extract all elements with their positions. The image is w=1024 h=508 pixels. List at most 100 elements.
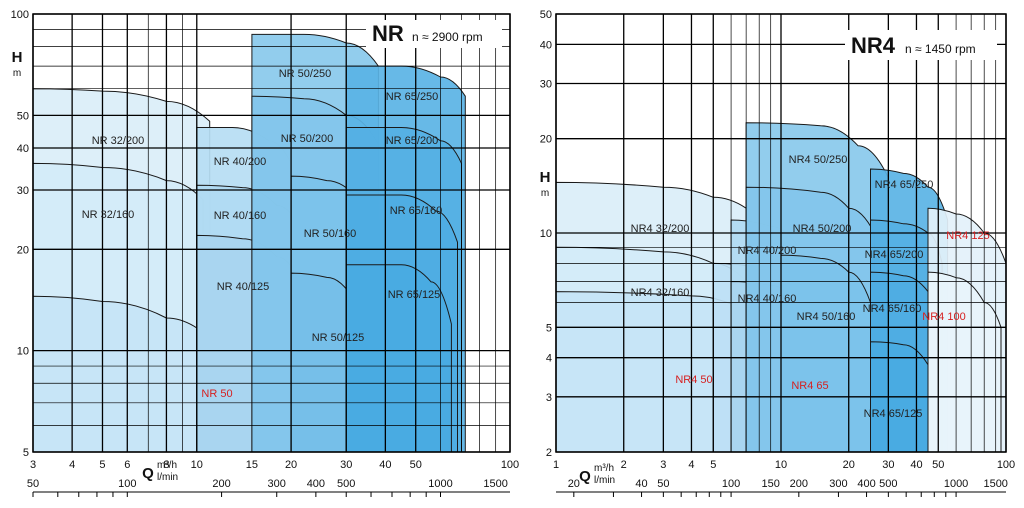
y-tick-label: 4	[546, 353, 552, 365]
y-tick-label: 5	[23, 447, 29, 459]
title-box	[845, 30, 997, 60]
chart-title: NR	[372, 21, 404, 46]
y-tick-label: 3	[546, 392, 552, 404]
y-tick-label: 50	[17, 110, 29, 122]
series-label: NR4 65/250	[875, 179, 934, 191]
x-axis-unit-m3h: m³/h	[157, 460, 177, 471]
x-tick-label-lmin: 100	[118, 478, 136, 490]
series-label: NR 32/200	[92, 135, 145, 147]
x-axis-label: Q	[142, 465, 154, 482]
x-tick-label-lmin: 50	[27, 478, 39, 490]
x-tick-label-m3h: 30	[882, 459, 894, 471]
x-tick-label-m3h: 10	[775, 459, 787, 471]
y-tick-label: 2	[546, 447, 552, 459]
x-tick-label-m3h: 50	[932, 459, 944, 471]
series-label: NR4 40/160	[738, 293, 797, 305]
series-label: NR4 65/200	[865, 249, 924, 261]
y-tick-label: 30	[540, 79, 552, 91]
y-axis-label: H	[540, 169, 551, 186]
x-tick-label-lmin: 200	[212, 478, 230, 490]
x-tick-label-m3h: 20	[843, 459, 855, 471]
series-label: NR 50/250	[279, 68, 332, 80]
x-tick-label-m3h: 1	[553, 459, 559, 471]
x-tick-label-lmin: 1500	[983, 478, 1007, 490]
y-tick-label: 5	[546, 322, 552, 334]
x-tick-label-m3h: 20	[285, 459, 297, 471]
x-tick-label-lmin: 40	[635, 478, 647, 490]
y-tick-label: 50	[540, 9, 552, 21]
series-label: NR 50/125	[312, 332, 365, 344]
series-label: NR 50	[201, 388, 232, 400]
series-label: NR4 100	[922, 311, 965, 323]
y-tick-label: 40	[540, 39, 552, 51]
series-label: NR4 40/200	[738, 245, 797, 257]
x-tick-label-m3h: 100	[997, 459, 1015, 471]
series-label: NR4 50/200	[793, 223, 852, 235]
series-label: NR 40/200	[214, 156, 267, 168]
x-tick-label-lmin: 100	[722, 478, 740, 490]
chart-subtitle: n ≈ 2900 rpm	[412, 30, 483, 44]
x-tick-label-m3h: 10	[191, 459, 203, 471]
x-tick-label-m3h: 100	[501, 459, 519, 471]
x-tick-label-lmin: 400	[307, 478, 325, 490]
series-area-nr4-50-160	[780, 254, 871, 452]
series-label: NR4 65/160	[863, 303, 922, 315]
series-label: NR 50/160	[304, 228, 357, 240]
x-tick-label-m3h: 3	[660, 459, 666, 471]
y-axis-label: H	[12, 49, 23, 66]
x-tick-label-lmin: 150	[762, 478, 780, 490]
x-tick-label-m3h: 5	[99, 459, 105, 471]
x-axis-unit-lmin: l/min	[594, 475, 615, 486]
x-tick-label-m3h: 4	[69, 459, 75, 471]
series-label: NR4 50/250	[789, 154, 848, 166]
x-tick-label-m3h: 2	[621, 459, 627, 471]
x-tick-label-lmin: 500	[879, 478, 897, 490]
series-label: NR4 65/125	[864, 408, 923, 420]
series-label: NR 65/125	[388, 289, 441, 301]
x-tick-label-lmin: 1000	[944, 478, 968, 490]
x-tick-label-m3h: 5	[710, 459, 716, 471]
x-tick-label-lmin: 500	[337, 478, 355, 490]
x-tick-label-m3h: 4	[688, 459, 694, 471]
x-tick-label-lmin: 1000	[428, 478, 452, 490]
x-tick-label-lmin: 50	[657, 478, 669, 490]
series-label: NR 65/250	[386, 91, 439, 103]
x-tick-label-m3h: 8	[163, 459, 169, 471]
plot-frame	[555, 13, 1007, 453]
series-label: NR4 50	[675, 374, 712, 386]
series-label: NR 65/200	[386, 135, 439, 147]
x-axis-unit-m3h: m³/h	[594, 463, 614, 474]
x-tick-label-lmin: 400	[857, 478, 875, 490]
chart-title: NR4	[851, 33, 896, 58]
series-label: NR 40/125	[217, 281, 270, 293]
series-area-nr-65-125	[345, 264, 452, 452]
y-axis-unit: m	[541, 188, 549, 199]
plot-frame	[32, 13, 511, 453]
series-label: NR 32/160	[82, 209, 135, 221]
y-tick-label: 10	[540, 228, 552, 240]
y-tick-label: 10	[17, 346, 29, 358]
x-tick-label-m3h: 40	[379, 459, 391, 471]
x-tick-label-m3h: 15	[246, 459, 258, 471]
y-tick-label: 30	[17, 185, 29, 197]
x-tick-label-lmin: 1500	[483, 478, 507, 490]
series-label: NR4 32/160	[631, 287, 690, 299]
y-axis-unit: m	[13, 68, 21, 79]
series-label: NR4 65	[791, 380, 828, 392]
series-label: NR4 32/200	[631, 223, 690, 235]
y-tick-label: 20	[540, 134, 552, 146]
y-tick-label: 20	[17, 244, 29, 256]
grid	[555, 13, 1007, 453]
y-tick-label: 100	[11, 9, 29, 21]
x-tick-label-lmin: 300	[829, 478, 847, 490]
x-tick-label-m3h: 3	[30, 459, 36, 471]
chart-subtitle: n ≈ 1450 rpm	[905, 42, 976, 56]
y-tick-label: 40	[17, 143, 29, 155]
x-tick-label-lmin: 300	[268, 478, 286, 490]
series-label: NR 50/200	[281, 133, 334, 145]
x-axis-unit-lmin: l/min	[157, 472, 178, 483]
x-tick-label-m3h: 50	[410, 459, 422, 471]
series-label: NR4 50/160	[797, 311, 856, 323]
